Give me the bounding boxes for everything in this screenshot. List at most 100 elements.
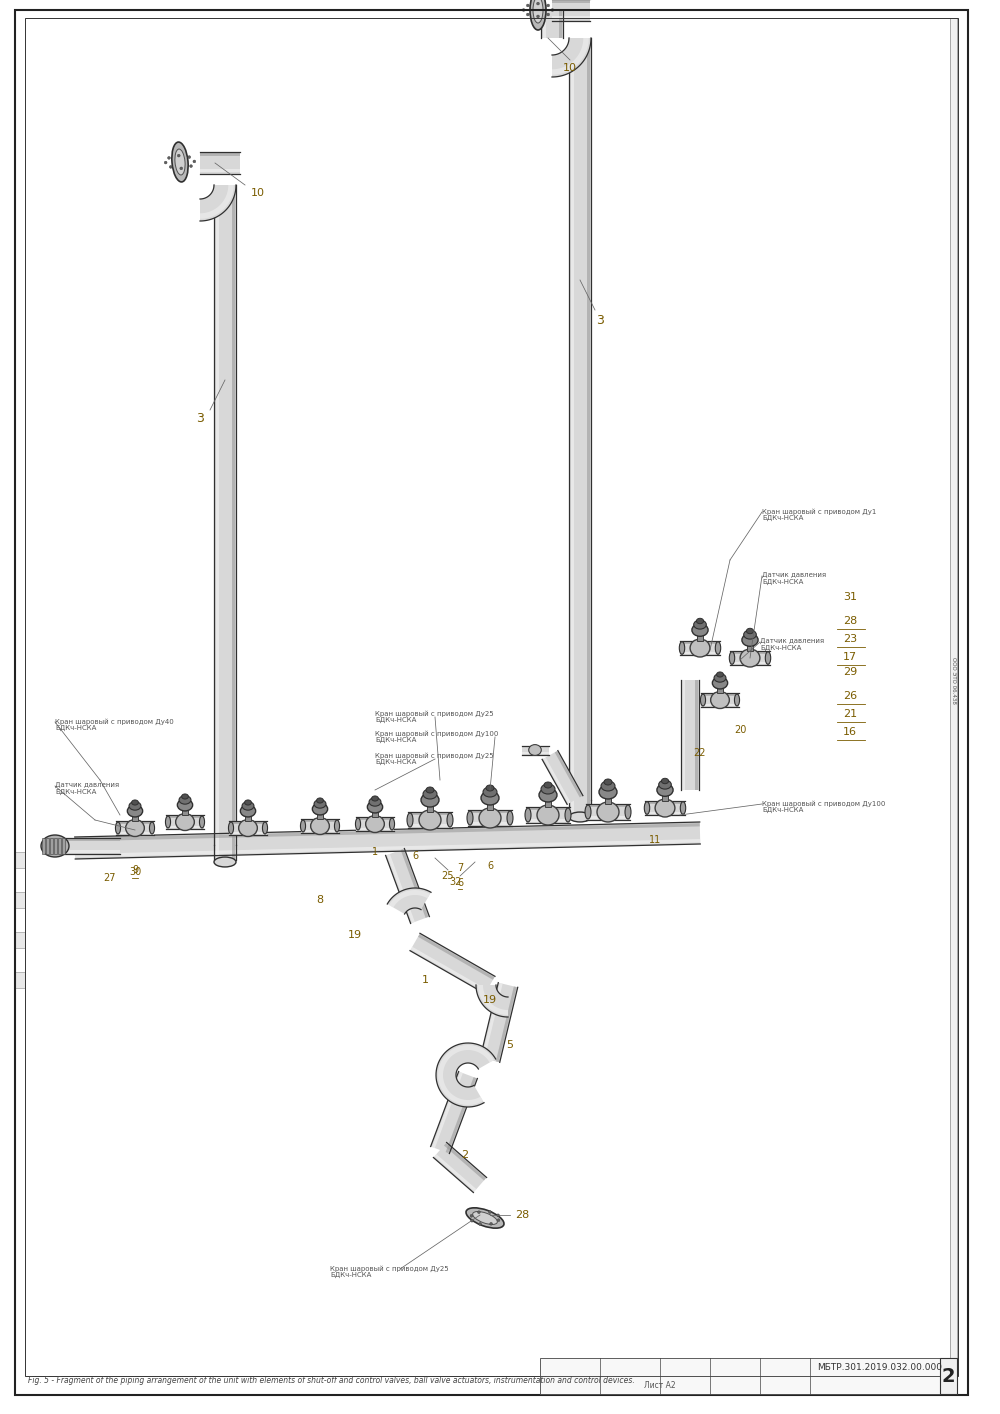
Text: 17: 17 <box>843 652 857 662</box>
Ellipse shape <box>655 799 675 817</box>
Polygon shape <box>200 185 234 219</box>
Text: 5: 5 <box>507 1041 514 1051</box>
Ellipse shape <box>372 796 378 802</box>
Circle shape <box>168 157 170 160</box>
Ellipse shape <box>369 797 381 806</box>
Text: 1: 1 <box>422 976 428 986</box>
Polygon shape <box>301 819 339 833</box>
Polygon shape <box>645 802 685 803</box>
Circle shape <box>537 16 539 18</box>
Bar <box>605 792 611 805</box>
Text: Кран шаровый с приводом Ду25: Кран шаровый с приводом Ду25 <box>375 710 494 717</box>
Bar <box>132 812 138 822</box>
Text: Датчик давления: Датчик давления <box>760 638 824 645</box>
Ellipse shape <box>129 802 141 810</box>
Ellipse shape <box>127 805 143 817</box>
Polygon shape <box>301 830 339 831</box>
Ellipse shape <box>746 628 754 633</box>
Ellipse shape <box>149 822 155 834</box>
Circle shape <box>526 4 529 7</box>
Bar <box>46 839 49 854</box>
Polygon shape <box>552 38 589 75</box>
Ellipse shape <box>426 788 434 793</box>
Bar <box>487 797 493 810</box>
Ellipse shape <box>744 631 756 639</box>
Text: 25: 25 <box>442 871 454 881</box>
Circle shape <box>497 1219 500 1222</box>
Text: БДКч-НСКА: БДКч-НСКА <box>375 759 416 765</box>
Circle shape <box>547 13 550 16</box>
Ellipse shape <box>245 800 251 805</box>
Text: БДКч-НСКА: БДКч-НСКА <box>762 578 803 585</box>
Polygon shape <box>730 650 770 665</box>
Ellipse shape <box>569 812 591 822</box>
Ellipse shape <box>604 779 612 785</box>
Polygon shape <box>645 800 685 816</box>
Circle shape <box>177 154 180 157</box>
Polygon shape <box>543 758 571 803</box>
Ellipse shape <box>625 805 631 819</box>
Bar <box>317 809 323 819</box>
Ellipse shape <box>240 805 256 817</box>
Polygon shape <box>438 1045 494 1104</box>
Polygon shape <box>496 987 517 1062</box>
Ellipse shape <box>541 783 555 795</box>
Bar <box>50 839 53 854</box>
Polygon shape <box>680 641 720 655</box>
Text: Кран шаровый с приводом Ду40: Кран шаровый с приводом Ду40 <box>55 718 174 724</box>
Circle shape <box>547 4 550 7</box>
Text: 19: 19 <box>348 930 362 940</box>
Polygon shape <box>214 846 236 860</box>
Polygon shape <box>476 986 508 1017</box>
Ellipse shape <box>680 802 686 814</box>
Text: 21: 21 <box>843 708 857 718</box>
Text: 6: 6 <box>412 851 418 861</box>
Ellipse shape <box>41 836 69 857</box>
Polygon shape <box>232 185 235 846</box>
Polygon shape <box>541 10 563 38</box>
Polygon shape <box>356 817 394 831</box>
Bar <box>540 1376 957 1394</box>
Ellipse shape <box>537 805 559 824</box>
Ellipse shape <box>366 816 384 833</box>
Circle shape <box>479 1223 481 1226</box>
Circle shape <box>478 1210 480 1213</box>
Ellipse shape <box>717 672 723 677</box>
Circle shape <box>193 160 196 163</box>
Polygon shape <box>433 1143 487 1192</box>
Ellipse shape <box>311 817 329 834</box>
Ellipse shape <box>467 812 473 824</box>
Text: БДКч-НСКА: БДКч-НСКА <box>55 789 96 795</box>
Polygon shape <box>555 751 582 797</box>
Polygon shape <box>389 889 430 908</box>
Text: 32: 32 <box>449 877 461 887</box>
Polygon shape <box>701 704 739 706</box>
Ellipse shape <box>661 778 669 783</box>
Ellipse shape <box>479 807 501 829</box>
Circle shape <box>497 1213 499 1216</box>
Text: Кран шаровый с приводом Ду100: Кран шаровый с приводом Ду100 <box>762 800 885 806</box>
Ellipse shape <box>262 822 268 834</box>
Polygon shape <box>408 812 452 829</box>
Text: 2: 2 <box>461 1150 469 1159</box>
Text: 31: 31 <box>843 592 857 602</box>
Circle shape <box>526 13 529 16</box>
Ellipse shape <box>734 694 740 706</box>
Polygon shape <box>586 816 630 819</box>
Polygon shape <box>542 751 583 805</box>
Text: 26: 26 <box>843 691 857 701</box>
Polygon shape <box>468 810 512 826</box>
Ellipse shape <box>172 141 188 182</box>
Polygon shape <box>587 38 590 800</box>
Polygon shape <box>701 694 739 696</box>
Polygon shape <box>444 1144 486 1181</box>
Polygon shape <box>552 0 590 3</box>
Ellipse shape <box>692 624 708 636</box>
Polygon shape <box>446 1077 476 1154</box>
Circle shape <box>169 165 172 168</box>
Ellipse shape <box>529 745 541 755</box>
Ellipse shape <box>530 0 546 30</box>
Polygon shape <box>387 888 431 913</box>
Ellipse shape <box>696 618 704 624</box>
Polygon shape <box>418 935 494 980</box>
